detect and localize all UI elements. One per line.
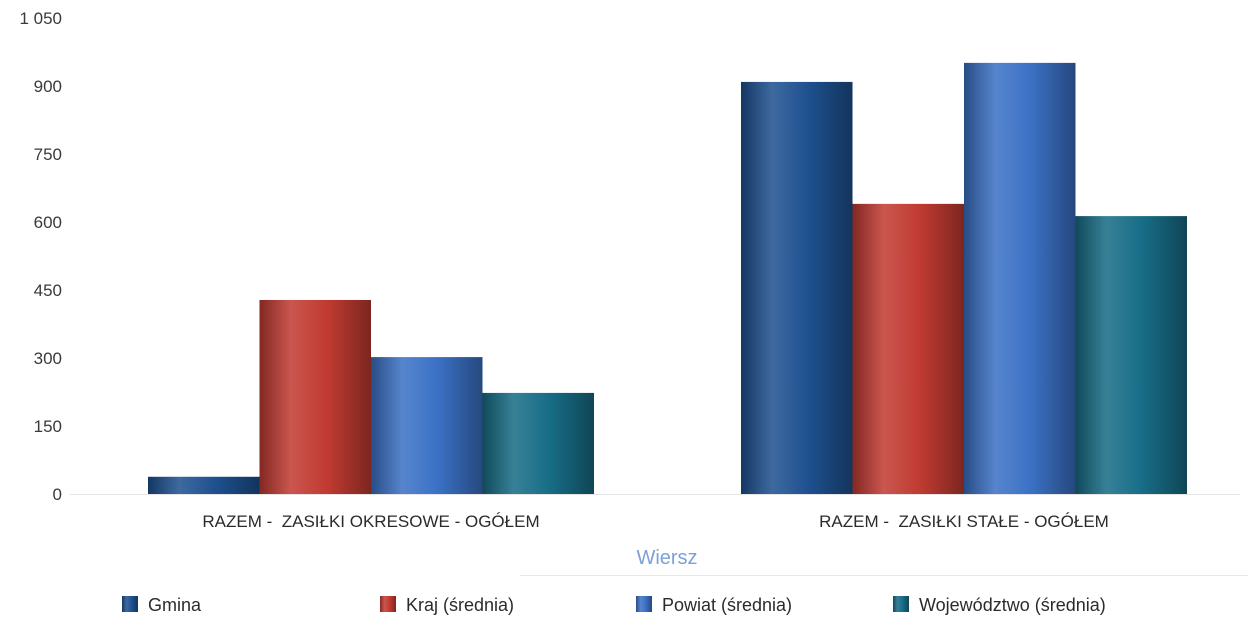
x-category-label: RAZEM - ZASIŁKI STAŁE - OGÓŁEM [819, 512, 1109, 531]
legend-item-powiat-srednia: Powiat (średnia) [636, 595, 792, 615]
legend-swatch-kraj-srednia [380, 596, 396, 612]
legend-swatch-wojewodztwo-srednia [893, 596, 909, 612]
y-tick-label: 0 [53, 485, 62, 504]
bar-gmina-category-2 [741, 81, 853, 495]
y-tick-label: 750 [34, 145, 62, 164]
x-axis-title: Wiersz [636, 547, 697, 569]
y-tick-label: 600 [34, 213, 62, 232]
bar-gmina-category-1 [148, 476, 260, 494]
bar-wojewodztwo-srednia-category-1 [482, 392, 594, 494]
y-tick-label: 450 [34, 281, 62, 300]
legend-label-powiat-srednia: Powiat (średnia) [662, 595, 792, 615]
y-tick-label: 900 [34, 77, 62, 96]
legend-label-kraj-srednia: Kraj (średnia) [406, 595, 514, 615]
bar-kraj-srednia-category-2 [852, 203, 964, 494]
legend-swatch-gmina [122, 596, 138, 612]
bar-wojewodztwo-srednia-category-2 [1075, 216, 1187, 494]
bar-kraj-srednia-category-1 [259, 299, 371, 494]
legend-item-kraj-srednia: Kraj (średnia) [380, 595, 514, 615]
legend-item-wojewodztwo-srednia: Województwo (średnia) [893, 595, 1106, 615]
y-tick-label: 150 [34, 417, 62, 436]
bars [148, 62, 1187, 495]
x-axis-category-labels: RAZEM - ZASIŁKI OKRESOWE - OGÓŁEM RAZEM -… [202, 512, 1108, 531]
x-category-label: RAZEM - ZASIŁKI OKRESOWE - OGÓŁEM [202, 512, 539, 531]
bar-powiat-srednia-category-1 [371, 357, 483, 494]
legend-label-gmina: Gmina [148, 595, 202, 615]
legend-label-wojewodztwo-srednia: Województwo (średnia) [919, 595, 1106, 615]
y-tick-label: 1 050 [19, 9, 62, 28]
legend: Gmina Kraj (średnia) Powiat (średnia) Wojew… [122, 595, 1106, 615]
y-axis-tick-labels: 0 150 300 450 600 750 900 1 050 [19, 9, 62, 504]
bar-powiat-srednia-category-2 [964, 62, 1076, 494]
y-tick-label: 300 [34, 349, 62, 368]
legend-item-gmina: Gmina [122, 595, 202, 615]
legend-swatch-powiat-srednia [636, 596, 652, 612]
